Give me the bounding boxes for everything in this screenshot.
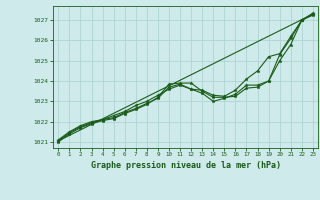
X-axis label: Graphe pression niveau de la mer (hPa): Graphe pression niveau de la mer (hPa)	[91, 161, 281, 170]
